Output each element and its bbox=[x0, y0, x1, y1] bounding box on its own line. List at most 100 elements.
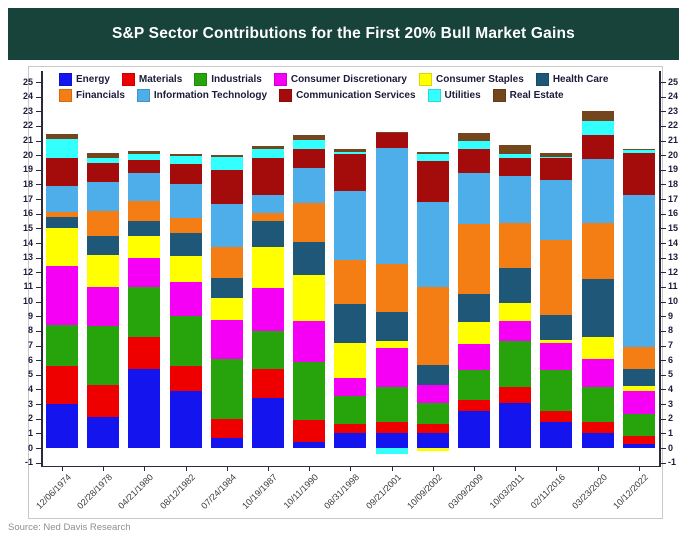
y-tick-label-right: 24 bbox=[668, 91, 679, 102]
bar-segment-health-care bbox=[458, 294, 490, 323]
x-tick-label: 04/21/1980 bbox=[116, 471, 156, 511]
y-tick-label-left: 16 bbox=[22, 208, 33, 219]
bar-segment-energy bbox=[87, 417, 120, 448]
bar-segment-energy bbox=[540, 421, 573, 448]
legend-swatch bbox=[194, 73, 208, 86]
y-tick-left bbox=[36, 184, 41, 186]
legend-item-real-estate: Real Estate bbox=[492, 89, 564, 102]
bar-segment-energy bbox=[128, 368, 161, 448]
y-tick-label-right: 7 bbox=[668, 340, 674, 351]
y-tick-label-right: 3 bbox=[668, 398, 674, 409]
bar-segment-financials bbox=[416, 286, 449, 366]
y-tick-label-left: 14 bbox=[22, 237, 33, 248]
axis-right bbox=[659, 71, 661, 466]
x-tick bbox=[185, 467, 187, 472]
x-tick-label: 08/12/1982 bbox=[157, 471, 197, 511]
bar-segment-financials bbox=[581, 223, 614, 279]
legend-item-communication-services: Communication Services bbox=[279, 89, 416, 102]
bar-segment-consumer-discretionary bbox=[499, 320, 532, 342]
y-tick-label-right: 8 bbox=[668, 325, 674, 336]
x-tick-label: 10/11/1990 bbox=[281, 471, 321, 511]
y-tick-right bbox=[660, 272, 666, 274]
y-tick-left bbox=[36, 272, 41, 274]
y-tick-right bbox=[660, 184, 666, 186]
bar-segment-real-estate bbox=[499, 144, 532, 154]
bar-segment-communication-services bbox=[46, 158, 78, 186]
legend-label: Financials bbox=[76, 90, 125, 101]
bar-segment-consumer-staples bbox=[334, 343, 367, 378]
bar-segment-industrials bbox=[375, 386, 408, 422]
bar-segment-industrials bbox=[210, 359, 243, 420]
bar-segment-energy bbox=[581, 433, 614, 448]
y-tick-label-left: 22 bbox=[22, 120, 33, 131]
y-tick-label-right: 6 bbox=[668, 354, 674, 365]
bar-segment-consumer-discretionary bbox=[87, 286, 120, 327]
x-tick-label: 02/28/1978 bbox=[75, 471, 115, 511]
bar-segment-utilities bbox=[293, 139, 326, 149]
bar-segment-materials bbox=[293, 420, 326, 443]
y-tick-left bbox=[36, 330, 41, 332]
bar-segment-health-care bbox=[499, 267, 532, 304]
legend-item-health-care: Health Care bbox=[535, 73, 608, 86]
bar-segment-information-technology bbox=[334, 191, 367, 260]
bar-segment-communication-services bbox=[416, 161, 449, 203]
title-bar: S&P Sector Contributions for the First 2… bbox=[8, 8, 679, 60]
y-tick-right bbox=[660, 418, 666, 420]
bar-segment-utilities bbox=[458, 140, 490, 150]
bar-segment-utilities bbox=[128, 153, 161, 160]
x-tick bbox=[144, 467, 146, 472]
y-tick-right bbox=[660, 243, 666, 245]
y-tick-label-right: -1 bbox=[668, 457, 677, 468]
bar-segment-real-estate bbox=[416, 152, 449, 154]
bar-segment-consumer-discretionary bbox=[334, 377, 367, 397]
bar-segment-energy bbox=[499, 402, 532, 448]
legend-label: Consumer Discretionary bbox=[290, 74, 407, 85]
y-tick-label-right: 22 bbox=[668, 120, 679, 131]
bar-segment-real-estate bbox=[46, 133, 78, 140]
bar-segment-communication-services bbox=[210, 169, 243, 204]
bar-segment-communication-services bbox=[87, 162, 120, 182]
y-tick-right bbox=[660, 286, 666, 288]
legend-item-financials: Financials bbox=[59, 89, 125, 102]
bar-segment-consumer-discretionary bbox=[252, 288, 284, 331]
bar-10-09-2002 bbox=[416, 67, 449, 466]
legend-swatch bbox=[59, 73, 72, 86]
bar-segment-materials bbox=[499, 386, 532, 403]
bar-segment-materials bbox=[46, 366, 78, 405]
y-tick-left bbox=[36, 96, 41, 98]
bar-segment-consumer-staples bbox=[375, 341, 408, 349]
legend-label: Real Estate bbox=[509, 90, 564, 101]
bar-segment-industrials bbox=[293, 361, 326, 421]
bar-segment-consumer-discretionary bbox=[293, 320, 326, 362]
legend: Energy Materials Industrials Consumer Discr… bbox=[59, 73, 655, 102]
bar-segment-industrials bbox=[87, 326, 120, 386]
bar-segment-consumer-staples bbox=[128, 235, 161, 258]
bar-segment-financials bbox=[46, 212, 78, 217]
legend-label: Communication Services bbox=[296, 90, 416, 101]
x-tick-label: 09/21/2001 bbox=[363, 471, 403, 511]
bar-segment-communication-services bbox=[128, 159, 161, 173]
bar-segment-financials bbox=[499, 222, 532, 268]
bar-segment-industrials bbox=[499, 341, 532, 387]
x-tick bbox=[556, 467, 558, 472]
y-tick-left bbox=[36, 389, 41, 391]
bar-segment-financials bbox=[540, 240, 573, 315]
legend-label: Utilities bbox=[444, 90, 481, 101]
bar-segment-communication-services bbox=[293, 148, 326, 168]
bar-segment-financials bbox=[622, 346, 655, 369]
y-tick-label-right: 12 bbox=[668, 266, 679, 277]
y-tick-label-right: 19 bbox=[668, 164, 679, 175]
x-tick bbox=[350, 467, 352, 472]
bar-segment-information-technology bbox=[375, 147, 408, 264]
y-tick-left bbox=[36, 169, 41, 171]
bar-10-12-2022 bbox=[622, 67, 655, 466]
bar-segment-consumer-staples bbox=[210, 297, 243, 320]
y-tick-label-right: 5 bbox=[668, 369, 674, 380]
bar-segment-materials bbox=[458, 399, 490, 412]
bar-segment-financials bbox=[169, 218, 202, 233]
bar-segment-real-estate bbox=[622, 148, 655, 151]
bar-segment-real-estate bbox=[87, 153, 120, 159]
x-tick bbox=[309, 467, 311, 472]
chart-card: Energy Materials Industrials Consumer Discr… bbox=[23, 66, 678, 519]
bar-segment-energy bbox=[458, 411, 490, 448]
